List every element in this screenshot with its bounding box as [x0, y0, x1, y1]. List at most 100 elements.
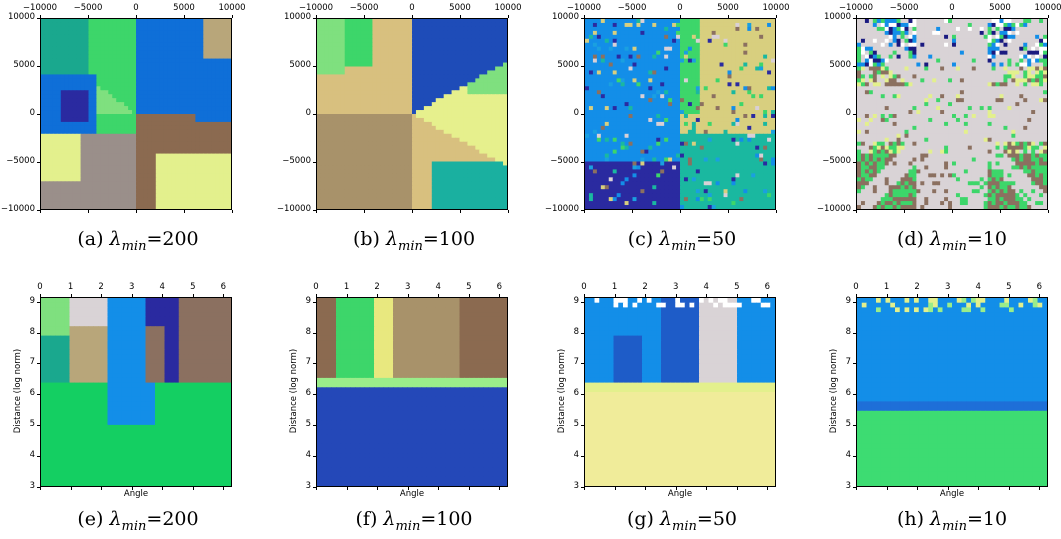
heatmap-cell [124, 22, 129, 28]
heatmap-cell [84, 86, 90, 91]
heatmap-cell [691, 30, 697, 36]
heatmap-cell [703, 26, 709, 32]
heatmap-cell [412, 98, 417, 103]
heatmap-cell [636, 22, 642, 28]
heatmap-cell [415, 62, 421, 68]
heatmap-cell [64, 22, 70, 28]
heatmap-cell [72, 205, 78, 209]
heatmap-cell [439, 145, 445, 151]
heatmap-cell [143, 197, 149, 202]
heatmap-cell [163, 106, 169, 111]
heatmap-cell [388, 102, 393, 107]
heatmap-cell [483, 38, 488, 44]
heatmap-cell [372, 121, 377, 127]
heatmap-cell [128, 169, 133, 174]
heatmap-cell [392, 149, 397, 155]
heatmap-cell [471, 157, 476, 163]
heatmap-cell [419, 70, 425, 76]
heatmap-cell [317, 110, 322, 115]
heatmap-cell [139, 169, 145, 174]
heatmap-cell [475, 141, 480, 147]
heatmap-cell [503, 169, 507, 174]
heatmap-cell [124, 157, 129, 163]
heatmap-cell [104, 149, 109, 155]
heatmap-cell [467, 70, 472, 76]
heatmap-cell [376, 54, 381, 60]
heatmap-cell [352, 50, 358, 56]
heatmap-cell [491, 141, 496, 147]
heatmap-cell [41, 205, 46, 209]
heatmap-cell [380, 90, 385, 95]
heatmap-cell [368, 19, 374, 24]
heatmap-cell [419, 145, 425, 151]
heatmap-cell [344, 90, 350, 95]
heatmap-cell [171, 82, 177, 87]
heatmap-cell [463, 185, 469, 190]
heatmap-cell [88, 197, 94, 202]
heatmap-cell [104, 181, 109, 186]
heatmap-cell [199, 86, 204, 91]
heatmap-cell [163, 189, 169, 194]
heatmap-cell [596, 26, 602, 32]
heatmap-cell [348, 22, 354, 28]
heatmap-cell [132, 141, 137, 147]
heatmap-cell [479, 22, 484, 28]
heatmap-cell [451, 114, 457, 119]
heatmap-cell [479, 205, 484, 209]
heatmap-cell [368, 169, 374, 174]
heatmap-cell [72, 22, 78, 28]
heatmap-cell [435, 141, 441, 147]
heatmap-cell [588, 26, 594, 32]
heatmap-cell [219, 94, 224, 99]
heatmap-cell [112, 189, 117, 194]
heatmap-cell [415, 169, 421, 174]
heatmap-cell [404, 50, 409, 56]
heatmap-cell [175, 133, 181, 139]
heatmap-cell [336, 129, 342, 135]
heatmap-cell [404, 133, 409, 139]
heatmap-cell [408, 121, 413, 127]
heatmap-cell [499, 58, 504, 64]
heatmap-cell [471, 82, 476, 87]
heatmap-cell [96, 197, 101, 202]
heatmap-cell [439, 185, 445, 190]
heatmap-cell [348, 193, 354, 198]
heatmap-cell [219, 137, 224, 143]
heatmap-cell [352, 153, 358, 159]
heatmap-cell [92, 38, 98, 44]
heatmap-cell [479, 149, 484, 155]
heatmap-cell [459, 90, 465, 95]
heatmap-cell [84, 157, 90, 163]
heatmap-cell [380, 62, 385, 68]
heatmap-cell [227, 189, 231, 194]
heatmap-cell [183, 201, 189, 206]
heatmap-cell [495, 38, 500, 44]
heatmap-cell [68, 26, 74, 32]
heatmap-cell [396, 169, 401, 174]
heatmap-cell [427, 153, 433, 159]
heatmap-cell [352, 98, 358, 103]
heatmap-cell [320, 129, 326, 135]
x-tick-mark [88, 15, 89, 18]
heatmap-cell [483, 125, 488, 131]
heatmap-cell [384, 110, 389, 115]
heatmap-cell [128, 125, 133, 131]
heatmap-cell [108, 189, 113, 194]
heatmap-cell [124, 181, 129, 186]
heatmap-cell [80, 106, 86, 111]
heatmap-cell [475, 157, 480, 163]
heatmap-cell [183, 149, 189, 155]
heatmap-cell [336, 165, 342, 171]
heatmap-cell [427, 189, 433, 194]
heatmap-cell [412, 149, 417, 155]
heatmap-cell [415, 141, 421, 147]
heatmap-cell [199, 106, 204, 111]
heatmap-cell [340, 86, 346, 91]
heatmap-cell [211, 181, 216, 186]
heatmap-cell [171, 117, 177, 123]
heatmap-cell [143, 70, 149, 76]
heatmap-cell [159, 66, 165, 72]
heatmap-cell [332, 157, 338, 163]
heatmap-cell [408, 106, 413, 111]
heatmap-cell [48, 201, 54, 206]
